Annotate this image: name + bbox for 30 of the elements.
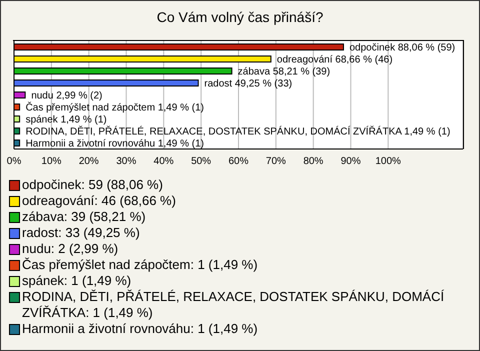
data-label: zábava 58,21 % (39) (238, 66, 330, 78)
x-tick-label: 40% (154, 156, 174, 168)
data-label: nudu 2,99 % (2) (31, 90, 102, 102)
x-tick-label: 50% (191, 156, 212, 168)
x-tick-label: 70% (266, 156, 286, 168)
data-label: Čas přemýšlet nad zápočtem 1,49 % (1) (26, 102, 204, 114)
data-label: RODINA, DĚTI, PŘÁTELÉ, RELAXACE, DOSTATEK SPÁNKU, DOMÁCÍ ZVÍŘÁTKA 1,49 % (1) (26, 126, 450, 138)
x-tick-label: 90% (340, 156, 361, 168)
x-tick-label: 60% (228, 156, 249, 168)
legend-label: nudu: 2 (2,99 %) (22, 241, 118, 257)
legend-label: odreagování: 46 (68,66 %) (22, 193, 176, 209)
data-label: radost 49,25 % (33) (204, 78, 292, 90)
legend-label: odpočinek: 59 (88,06 %) (22, 177, 163, 193)
x-tick-label: 80% (303, 156, 324, 168)
data-label: Harmonii a životní rovnováhu 1,49 % (1) (26, 138, 204, 150)
x-tick-label: 0% (6, 156, 22, 168)
x-tick-label: 30% (116, 156, 136, 168)
legend-label: RODINA, DĚTI, PŘÁTELÉ, RELAXACE, DOSTATEK SPÁNKU, DOMÁCÍ ZVÍŘÁTKA: 1 (1,49 %) (22, 289, 446, 321)
x-tick-label: 20% (78, 156, 99, 168)
data-label: odreagování 68,66 % (46) (276, 54, 393, 66)
legend-label: Harmonii a životní rovnováhu: 1 (1,49 %) (22, 321, 258, 337)
x-tick-label: 100% (375, 156, 402, 168)
data-label: spánek 1,49 % (1) (26, 114, 107, 126)
legend-label: radost: 33 (49,25 %) (22, 225, 140, 241)
data-label: odpočinek 88,06 % (59) (349, 42, 456, 54)
legend-label: zábava: 39 (58,21 %) (22, 209, 146, 225)
legend-label: Čas přemýšlet nad zápočtem: 1 (1,49 %) (22, 257, 258, 273)
x-tick-label: 10% (41, 156, 62, 168)
legend-label: spánek: 1 (1,49 %) (22, 273, 132, 289)
chart-title: Co Vám volný čas přináší? (156, 9, 324, 27)
